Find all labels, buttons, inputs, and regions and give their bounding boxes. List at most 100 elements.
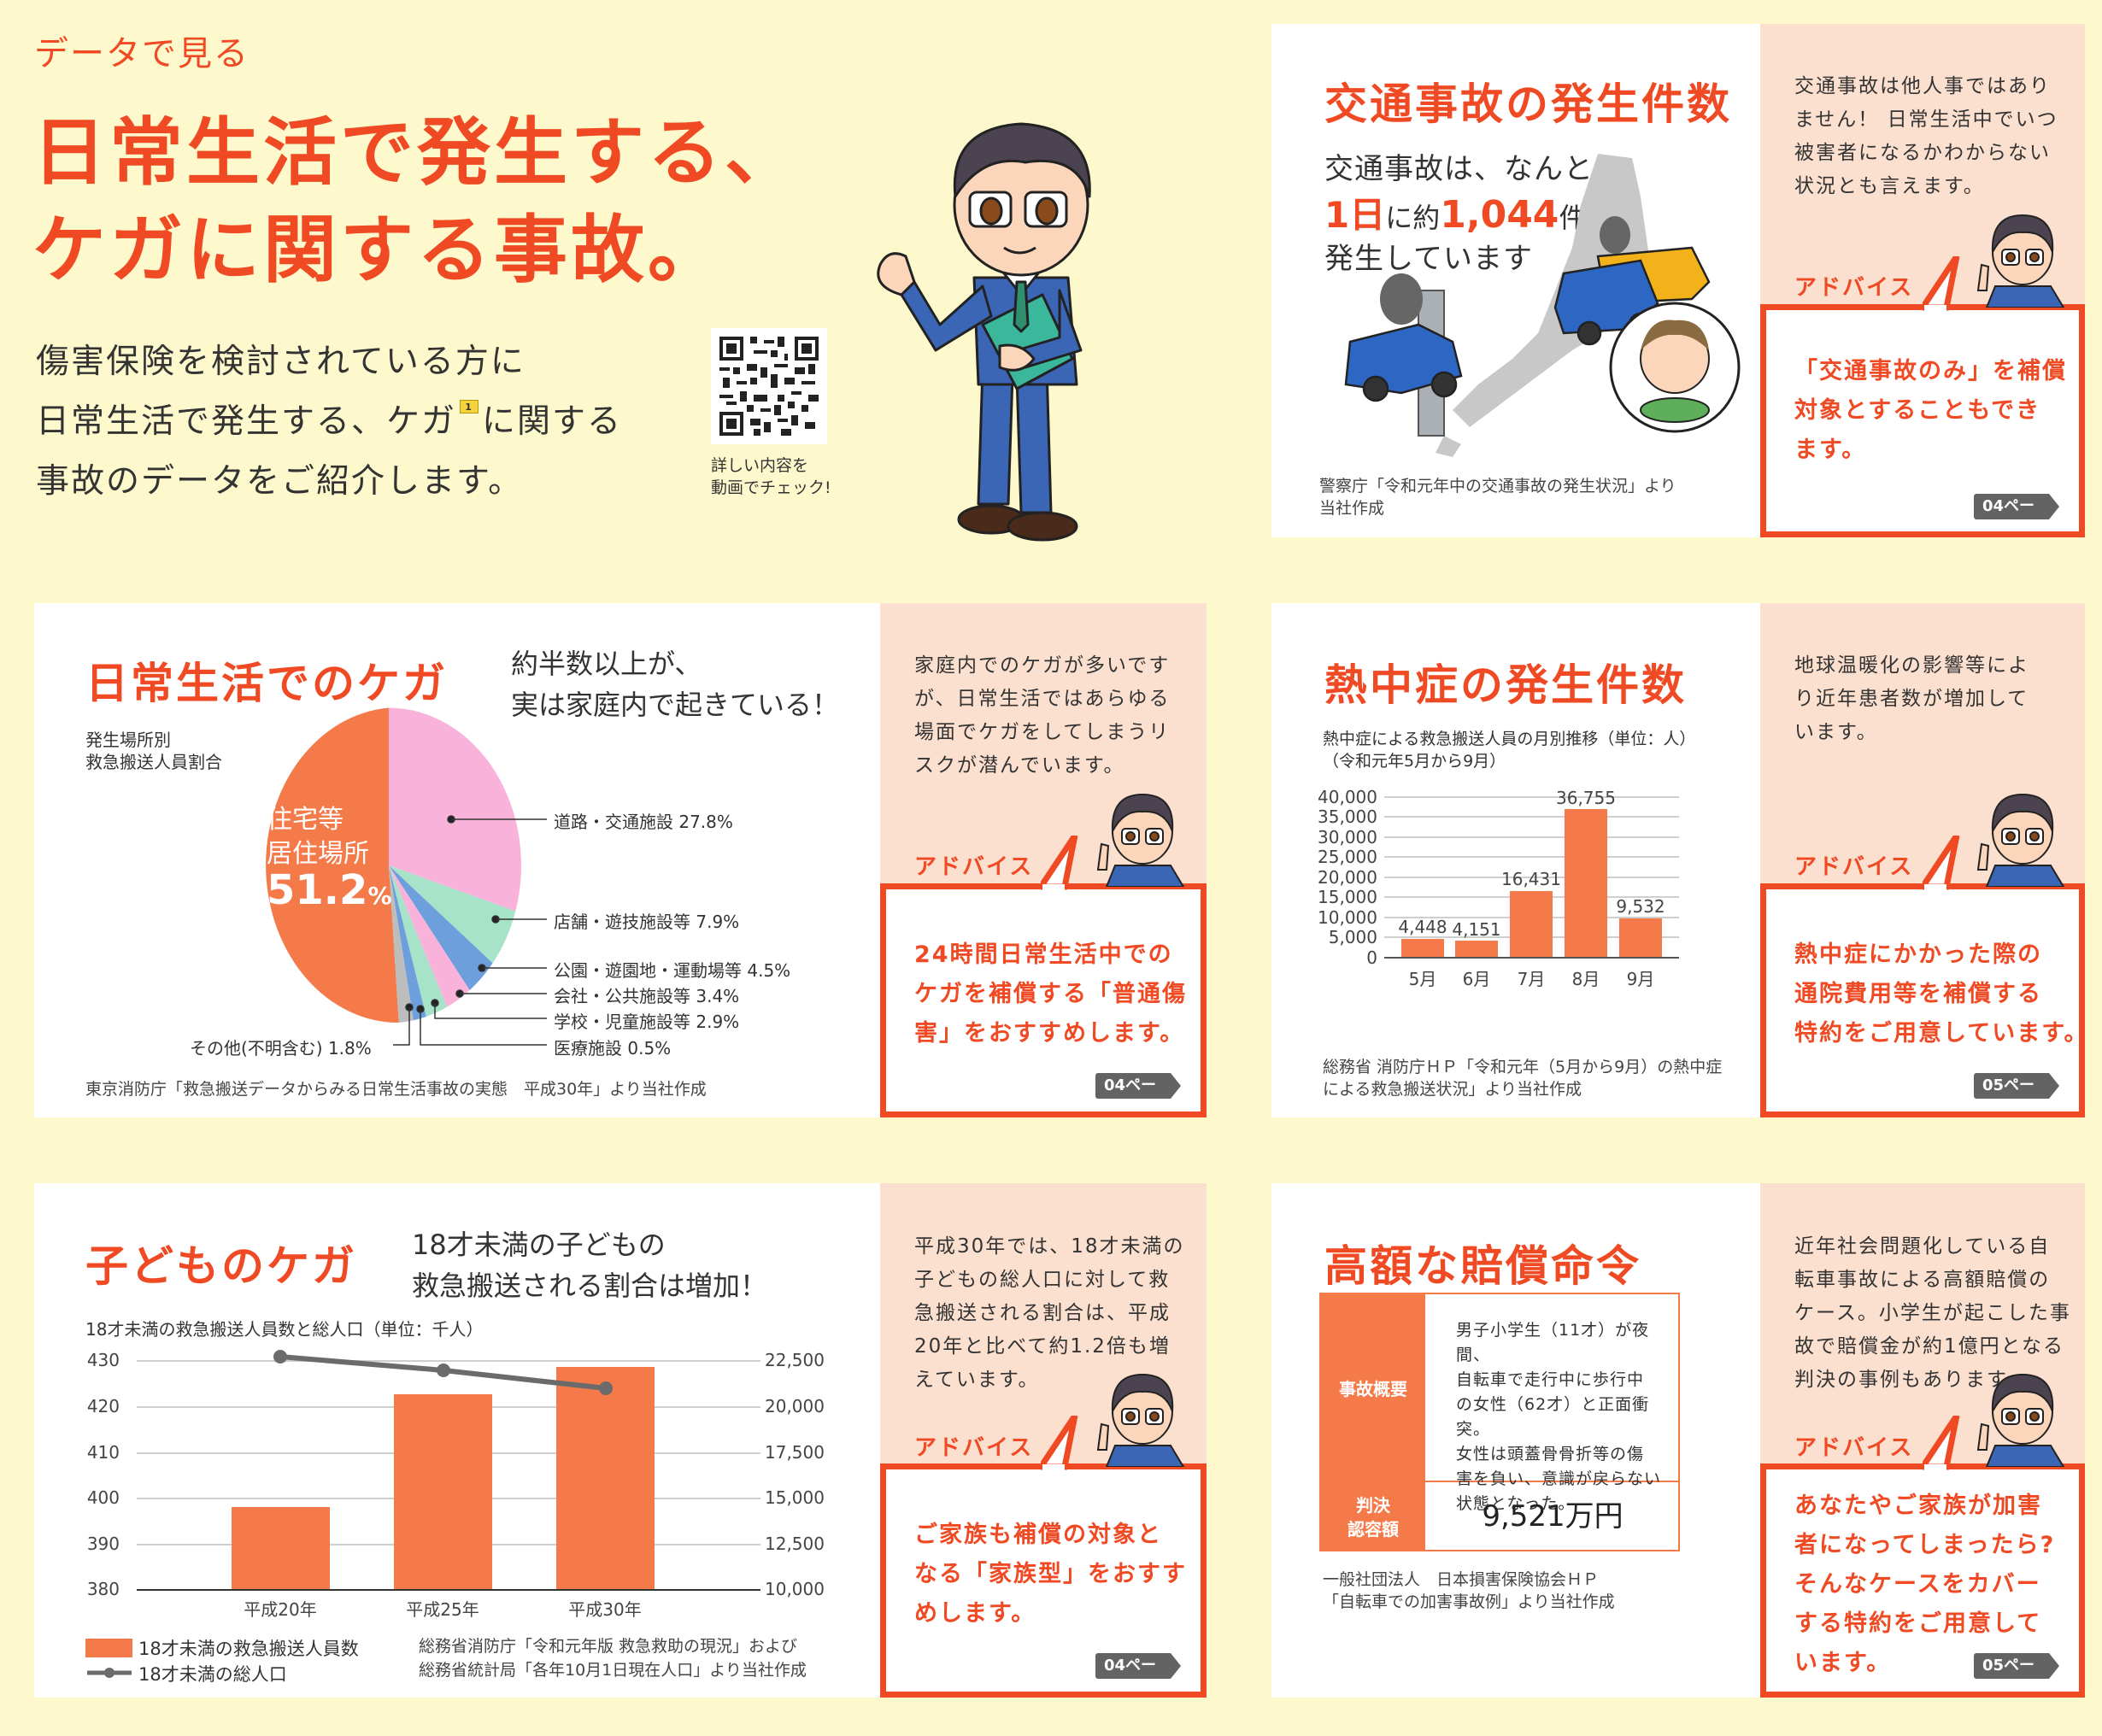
gridline bbox=[1384, 836, 1679, 838]
y-tick: 40,000 bbox=[1318, 787, 1377, 807]
heatstroke-page-link[interactable]: 05ページ bbox=[1974, 1073, 2059, 1099]
advice-line: そんなケースをカバー bbox=[1794, 1571, 2041, 1598]
x-tick: 5月 bbox=[1408, 969, 1437, 989]
traffic-advice-label: アドバイス bbox=[1794, 275, 1914, 301]
traffic-page-link[interactable]: 04ページ bbox=[1974, 494, 2059, 519]
pie-label-other: その他(不明含む) 1.8% bbox=[190, 1038, 372, 1059]
heatstroke-chart-title-line2: （令和元年5月から9月） bbox=[1323, 752, 1506, 771]
location-pie-chart bbox=[266, 707, 521, 1023]
children-chart-title: 18才未満の救急搬送人員数と総人口（単位：千人） bbox=[85, 1319, 484, 1340]
pie-main-label-line2: 居住場所 bbox=[267, 839, 369, 869]
y-left-tick: 380 bbox=[86, 1579, 120, 1599]
note-line: 家庭内でのケガが多いです bbox=[914, 654, 1171, 677]
children-title: 子どものケガ bbox=[85, 1241, 357, 1291]
pie-label-park: 公園・遊園地・運動場等 4.5% bbox=[554, 960, 791, 981]
intro-line2-b: に関する bbox=[482, 402, 623, 441]
gridline bbox=[137, 1360, 760, 1362]
x-tick: 6月 bbox=[1462, 969, 1491, 989]
advice-line: 対象とすることもでき bbox=[1794, 397, 2041, 424]
note-line: います。 bbox=[1794, 721, 1878, 743]
note-line: 20年と比べて約1.2倍も増 bbox=[914, 1335, 1171, 1358]
traffic-note: 交通事故は他人事ではあり ません！ 日常生活中でいつ 被害者になるかわからない … bbox=[1794, 70, 2058, 203]
y-right-tick: 10,000 bbox=[765, 1579, 825, 1599]
advice-line: ご家族も補償の対象と bbox=[914, 1522, 1162, 1548]
heatstroke-source-line2: による救急搬送状況」より当社作成 bbox=[1323, 1080, 1582, 1099]
pie-main-value-unit: % bbox=[367, 882, 392, 910]
heatstroke-panel bbox=[1271, 603, 1760, 1117]
bar-jun bbox=[1455, 941, 1498, 957]
advisor-mascot-icon bbox=[1976, 214, 2065, 308]
note-line: り近年患者数が増加して bbox=[1794, 688, 2029, 710]
legend-line-swatch-icon bbox=[87, 1668, 132, 1678]
x-tick: 8月 bbox=[1571, 969, 1600, 989]
page-title-line2: ケガに関する事故。 bbox=[32, 208, 725, 293]
daily-note: 家庭内でのケガが多いです が、日常生活ではあらゆる 場面でケガをしてしまうリ ス… bbox=[914, 649, 1171, 783]
daily-page-link[interactable]: 04ページ bbox=[1095, 1073, 1181, 1099]
compensation-title: 高額な賠償命令 bbox=[1324, 1241, 1641, 1291]
advice-line: ケガを補償する「普通傷 bbox=[914, 981, 1187, 1007]
intro-line1: 傷害保険を検討されている方に bbox=[36, 343, 526, 381]
note-line: 地球温暖化の影響等によ bbox=[1794, 654, 2029, 677]
traffic-accident-illustration bbox=[1344, 154, 1741, 457]
traffic-lead-line1: 交通事故は、なんと bbox=[1324, 152, 1594, 186]
daily-source: 東京消防庁「救急搬送データからみる日常生活事故の実態 平成30年」より当社作成 bbox=[85, 1080, 707, 1099]
daily-chart-caption-line2: 救急搬送人員割合 bbox=[85, 752, 222, 772]
bar-value: 16,431 bbox=[1501, 869, 1561, 889]
y-left-tick: 430 bbox=[86, 1350, 120, 1370]
legend-bar-label: 18才未満の救急搬送人員数 bbox=[138, 1639, 359, 1659]
pie-main-value: 51.2% bbox=[267, 866, 392, 914]
compensation-note: 近年社会問題化している自 転車事故による高額賠償の ケース。小学生が起こした事 … bbox=[1794, 1230, 2071, 1397]
qr-code[interactable] bbox=[711, 328, 827, 444]
speech-tail-icon bbox=[1923, 256, 1960, 311]
advice-line: 「交通事故のみ」を補償 bbox=[1794, 358, 2067, 384]
speech-tail-icon bbox=[1041, 1416, 1078, 1470]
note-line: 判決の事例もあります。 bbox=[1794, 1369, 2028, 1391]
note-line: えています。 bbox=[914, 1369, 1040, 1391]
compensation-source-line2: 「自転車での加害事故例」より当社作成 bbox=[1323, 1592, 1615, 1611]
traffic-source-line2: 当社作成 bbox=[1319, 499, 1385, 518]
advisor-mascot-icon bbox=[1096, 793, 1185, 887]
case-row1-label: 事故概要 bbox=[1339, 1378, 1407, 1399]
daily-headline-line2: 実は家庭内で起きている！ bbox=[511, 689, 840, 721]
traffic-lead-line2: 1日に約1,044件 bbox=[1324, 186, 1586, 238]
compensation-page-link[interactable]: 05ページ bbox=[1974, 1653, 2059, 1679]
y-right-tick: 12,500 bbox=[765, 1534, 825, 1554]
mascot-illustration bbox=[877, 122, 1091, 542]
gridline bbox=[1384, 877, 1679, 878]
y-left-tick: 410 bbox=[86, 1442, 120, 1463]
bar-h30 bbox=[556, 1367, 655, 1589]
y-tick: 15,000 bbox=[1318, 887, 1377, 907]
note-line: 転車事故による高額賠償の bbox=[1794, 1269, 2051, 1291]
bar-h25 bbox=[394, 1394, 492, 1589]
bar-value: 36,755 bbox=[1556, 788, 1616, 808]
speech-tail-icon bbox=[1923, 1416, 1960, 1470]
case-line: 状態となった。 bbox=[1456, 1494, 1576, 1513]
y-left-tick: 390 bbox=[86, 1534, 120, 1554]
header-kicker: データで見る bbox=[34, 34, 250, 73]
y-right-tick: 15,000 bbox=[765, 1487, 825, 1508]
bar-aug bbox=[1565, 809, 1607, 957]
bar-value: 4,151 bbox=[1452, 919, 1501, 940]
traffic-lead-number: 1,044 bbox=[1440, 193, 1559, 237]
note-line: ません！ 日常生活中でいつ bbox=[1794, 108, 2058, 131]
advice-line: 特約をご用意しています。 bbox=[1794, 1020, 2089, 1047]
y-tick: 10,000 bbox=[1318, 907, 1377, 928]
heatstroke-title: 熱中症の発生件数 bbox=[1324, 660, 1687, 710]
advisor-mascot-icon bbox=[1096, 1373, 1185, 1467]
pie-label-office: 会社・公共施設等 3.4% bbox=[554, 986, 740, 1006]
qr-caption-line2: 動画でチェック! bbox=[711, 478, 831, 497]
case-row-divider bbox=[1321, 1481, 1680, 1482]
advisor-mascot-icon bbox=[1976, 1373, 2065, 1467]
x-tick: 平成20年 bbox=[244, 1599, 317, 1620]
note-line: 場面でケガをしてしまうリ bbox=[914, 721, 1171, 743]
daily-advice-text: 24時間日常生活中での ケガを補償する「普通傷 害」をおすすめします。 bbox=[914, 935, 1187, 1053]
case-row2-header: 判決 認容額 bbox=[1321, 1482, 1425, 1551]
heatstroke-chart-title-line1: 熱中症による救急搬送人員の月別推移（単位：人） bbox=[1323, 730, 1696, 748]
footnote-badge[interactable]: 1 bbox=[460, 400, 479, 413]
advice-line: ます。 bbox=[1794, 437, 1867, 463]
children-page-link[interactable]: 04ページ bbox=[1095, 1653, 1181, 1679]
advisor-mascot-icon bbox=[1976, 793, 2065, 887]
children-advice-label: アドバイス bbox=[914, 1435, 1034, 1461]
advice-line: 24時間日常生活中での bbox=[914, 941, 1173, 968]
bar-h20 bbox=[232, 1507, 330, 1589]
